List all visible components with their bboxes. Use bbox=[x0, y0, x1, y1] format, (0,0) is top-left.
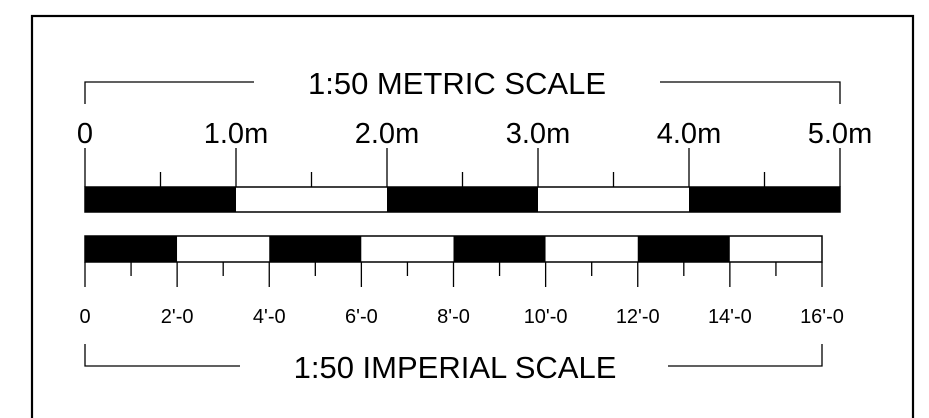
imperial-segment bbox=[730, 236, 822, 262]
metric-tick-label: 1.0m bbox=[204, 118, 268, 150]
metric-scale-title: 1:50 METRIC SCALE bbox=[308, 66, 606, 101]
imperial-segment bbox=[361, 236, 453, 262]
imperial-tick-label: 16'-0 bbox=[800, 306, 844, 328]
imperial-tick-label: 0 bbox=[79, 306, 90, 328]
imperial-tick-label: 10'-0 bbox=[524, 306, 568, 328]
metric-segment bbox=[387, 187, 538, 212]
imperial-labels: 0 2'-0 4'-0 6'-0 8'-0 10'-0 12'-0 14'-0 16'-0 bbox=[79, 306, 843, 328]
imperial-tick-label: 6'-0 bbox=[345, 306, 378, 328]
metric-tick-label: 5.0m bbox=[808, 118, 872, 150]
imperial-tick-label: 2'-0 bbox=[161, 306, 194, 328]
metric-segment bbox=[689, 187, 840, 212]
metric-tick-label: 2.0m bbox=[355, 118, 419, 150]
imperial-scale-title: 1:50 IMPERIAL SCALE bbox=[294, 350, 617, 385]
metric-segment bbox=[538, 187, 689, 212]
imperial-scale-bar bbox=[85, 236, 822, 287]
metric-tick-label: 0 bbox=[77, 118, 93, 150]
metric-scale-bar bbox=[85, 148, 840, 212]
imperial-tick-label: 12'-0 bbox=[616, 306, 660, 328]
imperial-segment bbox=[454, 236, 546, 262]
metric-labels: 0 1.0m 2.0m 3.0m 4.0m 5.0m bbox=[77, 118, 872, 150]
metric-tick-label: 3.0m bbox=[506, 118, 570, 150]
imperial-tick-label: 14'-0 bbox=[708, 306, 752, 328]
imperial-segment bbox=[638, 236, 730, 262]
imperial-segment bbox=[269, 236, 361, 262]
imperial-segment bbox=[85, 236, 177, 262]
imperial-segment bbox=[546, 236, 638, 262]
metric-tick-label: 4.0m bbox=[657, 118, 721, 150]
imperial-tick-label: 4'-0 bbox=[253, 306, 286, 328]
imperial-segment bbox=[177, 236, 269, 262]
imperial-tick-label: 8'-0 bbox=[437, 306, 470, 328]
metric-segment bbox=[85, 187, 236, 212]
metric-segment bbox=[236, 187, 387, 212]
